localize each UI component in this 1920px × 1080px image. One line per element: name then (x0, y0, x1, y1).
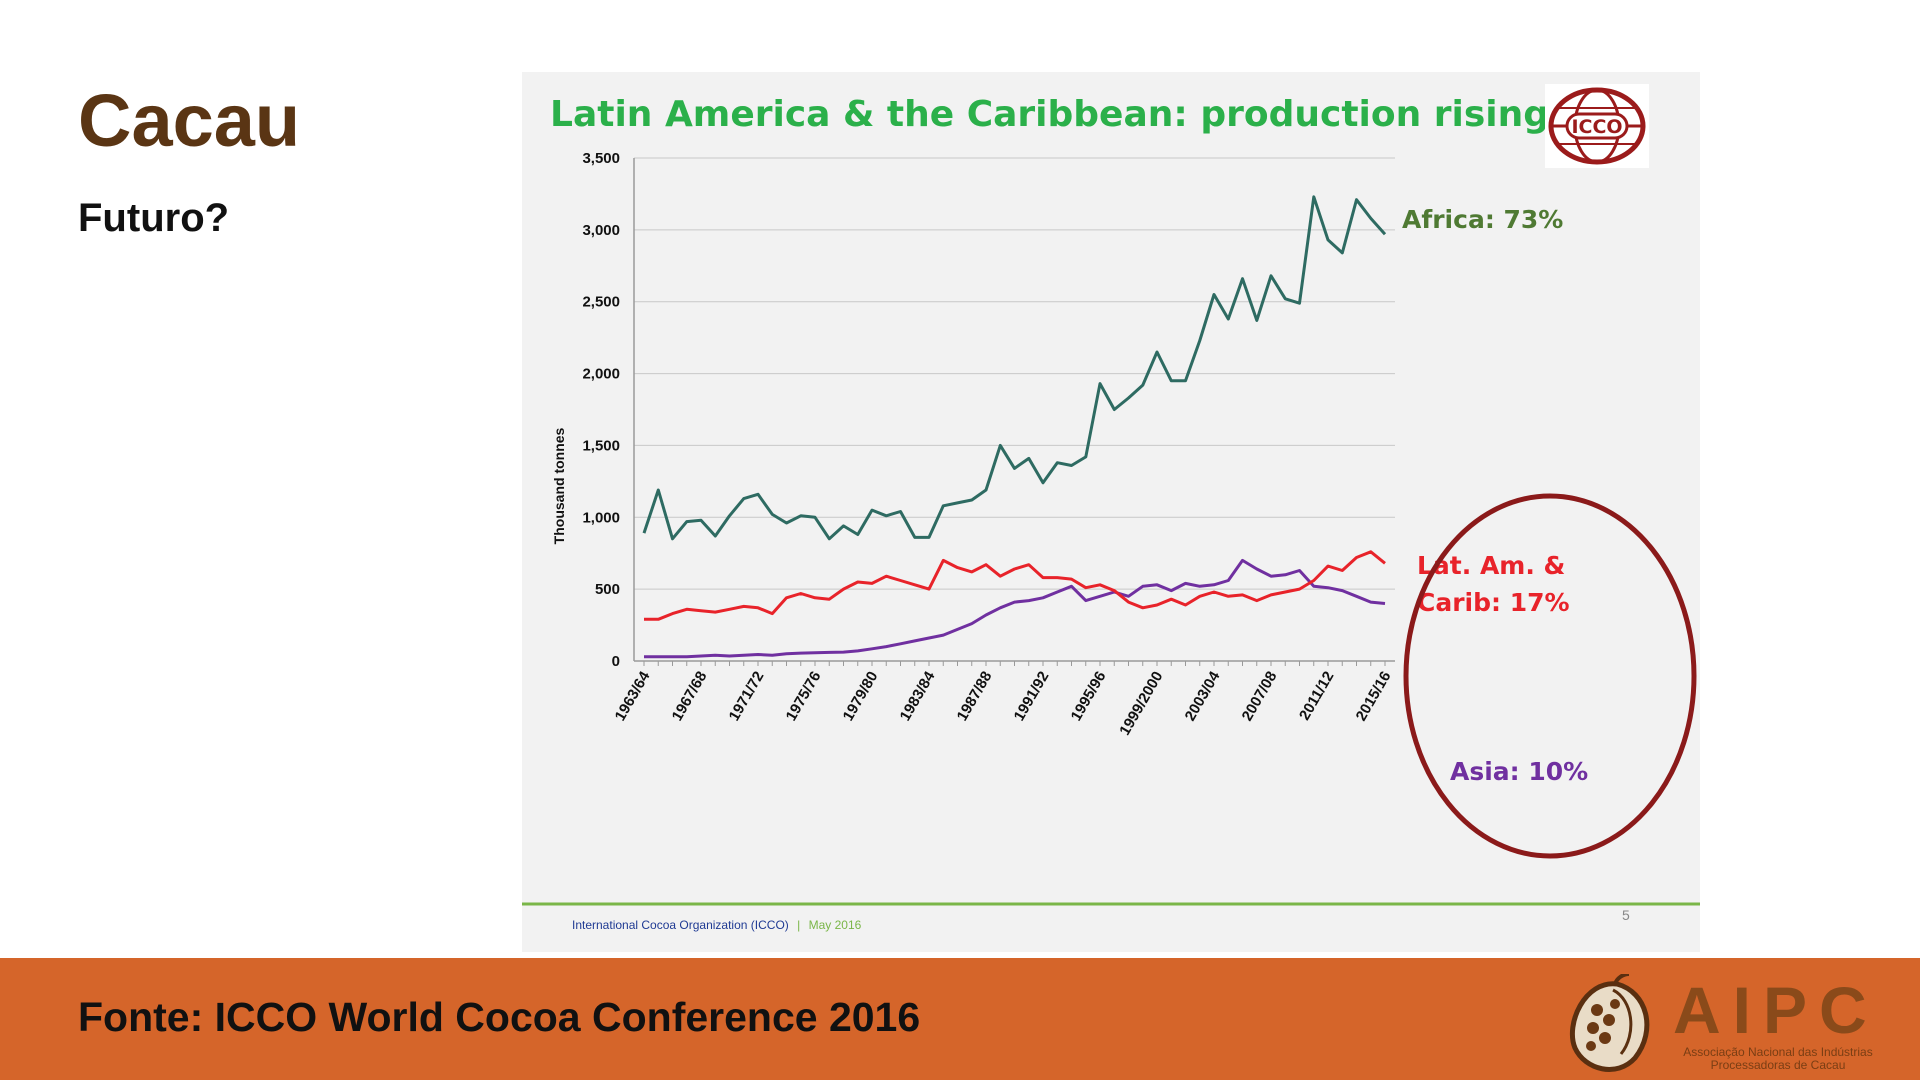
y-tick-label: 3,000 (582, 222, 620, 239)
x-tick-label: 1983/84 (897, 668, 939, 724)
cocoa-pod-icon (1569, 974, 1650, 1072)
y-tick-label: 500 (595, 581, 620, 598)
x-tick-label: 1979/80 (840, 669, 882, 724)
series-line-asia (644, 558, 1386, 659)
source-citation: Fonte: ICCO World Cocoa Conference 2016 (78, 994, 921, 1040)
aipc-logo: AIPC Associação Nacional das Indústrias … (1555, 973, 1895, 1074)
x-tick-label: 1967/68 (669, 669, 711, 724)
y-axis: 0 500 1,000 1,500 2,000 2,500 3,000 3,500 (582, 150, 1395, 670)
x-tick-label: 1987/88 (954, 669, 996, 724)
x-tick-label: 1963/64 (612, 668, 654, 724)
x-axis: 1963/64 1967/68 1971/72 1975/76 1979/80 1983/… (612, 660, 1395, 739)
annotation-asia: Asia: 10% (1450, 757, 1588, 786)
chart-panel: Latin America & the Caribbean: productio… (522, 72, 1700, 952)
annotation-latam-line2: Carib: 17% (1417, 588, 1570, 617)
x-tick-label: 1991/92 (1011, 669, 1053, 724)
y-tick-label: 1,500 (582, 437, 620, 454)
x-tick-label: 1975/76 (783, 669, 825, 724)
highlight-circle (1403, 493, 1697, 859)
footer-bar: Fonte: ICCO World Cocoa Conference 2016 … (0, 958, 1920, 1080)
icco-logo: ICCO (1545, 84, 1649, 168)
y-tick-label: 2,500 (582, 294, 620, 311)
production-chart: Latin America & the Caribbean: productio… (522, 84, 1700, 932)
series-layer (642, 195, 1387, 659)
slide-subtitle: Futuro? (78, 196, 230, 240)
y-axis-label: Thousand tonnes (551, 427, 567, 544)
icco-footer-org: International Cocoa Organization (ICCO) (572, 918, 789, 932)
aipc-name: AIPC (1673, 973, 1879, 1047)
x-tick-label: 1971/72 (726, 669, 768, 724)
x-tick-label: 2003/04 (1182, 668, 1224, 724)
series-line-africa (642, 195, 1387, 541)
annotation-africa: Africa: 73% (1402, 205, 1563, 234)
x-tick-label: 2011/12 (1296, 669, 1337, 724)
aipc-description: Associação Nacional das Indústrias Proce… (1683, 1045, 1873, 1072)
y-tick-label: 3,500 (582, 150, 620, 167)
x-tick-label: 1999/2000 (1116, 669, 1166, 739)
slide-title: Cacau (78, 79, 301, 162)
icco-footer-sep: | (797, 918, 800, 932)
y-tick-label: 0 (612, 653, 620, 670)
chart-title: Latin America & the Caribbean: productio… (550, 94, 1599, 135)
x-tick-label: 1995/96 (1068, 669, 1110, 724)
icco-footer-date: May 2016 (809, 918, 862, 932)
x-tick-label: 2007/08 (1239, 669, 1281, 724)
icco-footer: International Cocoa Organization (ICCO) … (572, 918, 862, 932)
page-number: 5 (1622, 907, 1630, 923)
series-line-lat-am-carib (644, 550, 1386, 621)
x-tick-label: 2015/16 (1353, 669, 1395, 724)
icco-badge: ICCO (1571, 116, 1622, 138)
y-tick-label: 2,000 (582, 366, 620, 383)
y-tick-label: 1,000 (582, 509, 620, 526)
